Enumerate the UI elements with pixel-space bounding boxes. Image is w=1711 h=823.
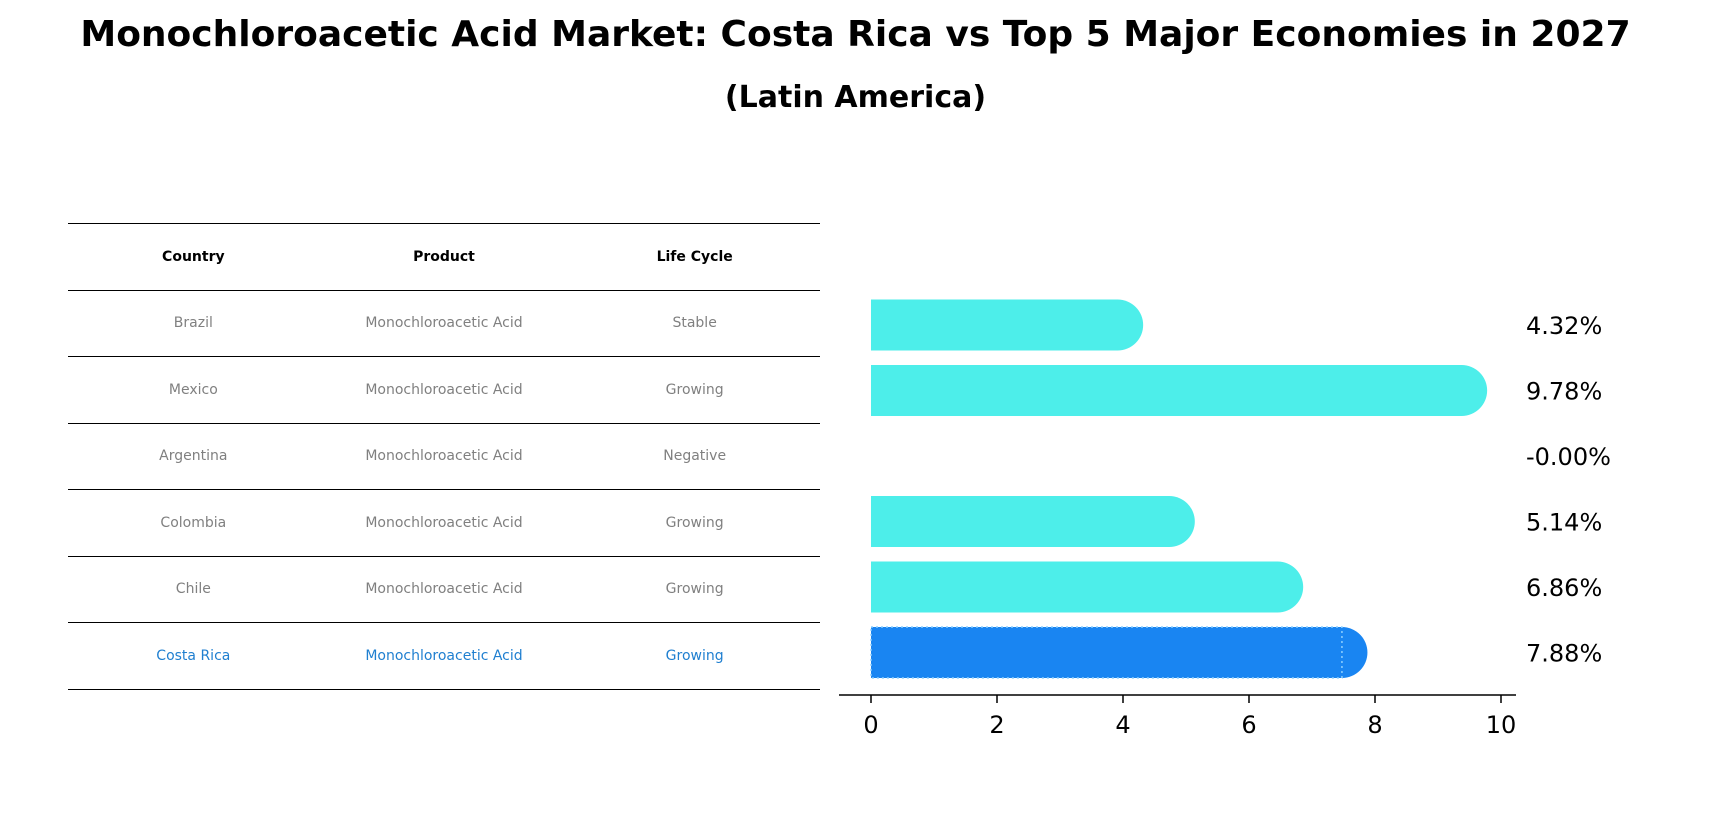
header-country: Country	[68, 223, 319, 291]
bar-value-label: 7.88%	[1526, 640, 1602, 668]
cell-country: Chile	[68, 556, 319, 623]
chart-title: Monochloroacetic Acid Market: Costa Rica…	[80, 14, 1631, 55]
header-product: Product	[318, 223, 570, 291]
cell-country: Argentina	[68, 423, 319, 490]
chart-subtitle: (Latin America)	[724, 80, 987, 115]
x-tick-label: 6	[1241, 711, 1256, 739]
bar	[871, 365, 1488, 416]
cell-life-cycle: Stable	[569, 290, 820, 357]
table-row: Colombia Monochloroacetic Acid Growing	[68, 489, 820, 557]
bar-highlight-outline	[870, 626, 1343, 679]
cell-product: Monochloroacetic Acid	[318, 423, 570, 490]
table-row: Chile Monochloroacetic Acid Growing	[68, 556, 820, 623]
cell-product: Monochloroacetic Acid	[318, 290, 570, 357]
cell-life-cycle: Growing	[569, 356, 820, 424]
x-tick-label: 2	[989, 711, 1004, 739]
cell-life-cycle: Growing	[569, 489, 820, 557]
cell-country: Mexico	[68, 356, 319, 424]
bar-value-label: 4.32%	[1526, 312, 1602, 340]
table-row: Brazil Monochloroacetic Acid Stable	[68, 290, 820, 357]
bar-value-label: 5.14%	[1526, 509, 1602, 537]
cell-product: Monochloroacetic Acid	[318, 356, 570, 424]
cell-product: Monochloroacetic Acid	[318, 556, 570, 623]
table-row: Mexico Monochloroacetic Acid Growing	[68, 356, 820, 424]
bar-value-label: 6.86%	[1526, 574, 1602, 602]
cell-country: Colombia	[68, 489, 319, 557]
bar-value-label: -0.00%	[1526, 443, 1611, 471]
cell-product: Monochloroacetic Acid	[318, 622, 570, 690]
cell-product: Monochloroacetic Acid	[318, 489, 570, 557]
header-life-cycle: Life Cycle	[569, 223, 820, 291]
x-tick-label: 4	[1115, 711, 1130, 739]
bar	[871, 496, 1195, 547]
x-tick-label: 8	[1367, 711, 1382, 739]
table-row-highlighted: Costa Rica Monochloroacetic Acid Growing	[68, 622, 820, 690]
table-header-row: Country Product Life Cycle	[68, 223, 820, 291]
bar-value-label: 9.78%	[1526, 378, 1602, 406]
x-tick-label: 10	[1486, 711, 1517, 739]
cell-life-cycle: Growing	[569, 556, 820, 623]
bar	[871, 627, 1368, 678]
bar	[871, 561, 1304, 613]
cell-country: Costa Rica	[68, 622, 319, 690]
cell-country: Brazil	[68, 290, 319, 357]
cell-life-cycle: Negative	[569, 423, 820, 490]
market-table: Country Product Life Cycle Brazil Monoch…	[68, 223, 820, 690]
cell-life-cycle: Growing	[569, 622, 820, 690]
bar	[871, 299, 1144, 351]
table-row: Argentina Monochloroacetic Acid Negative	[68, 423, 820, 490]
x-tick-label: 0	[863, 711, 878, 739]
